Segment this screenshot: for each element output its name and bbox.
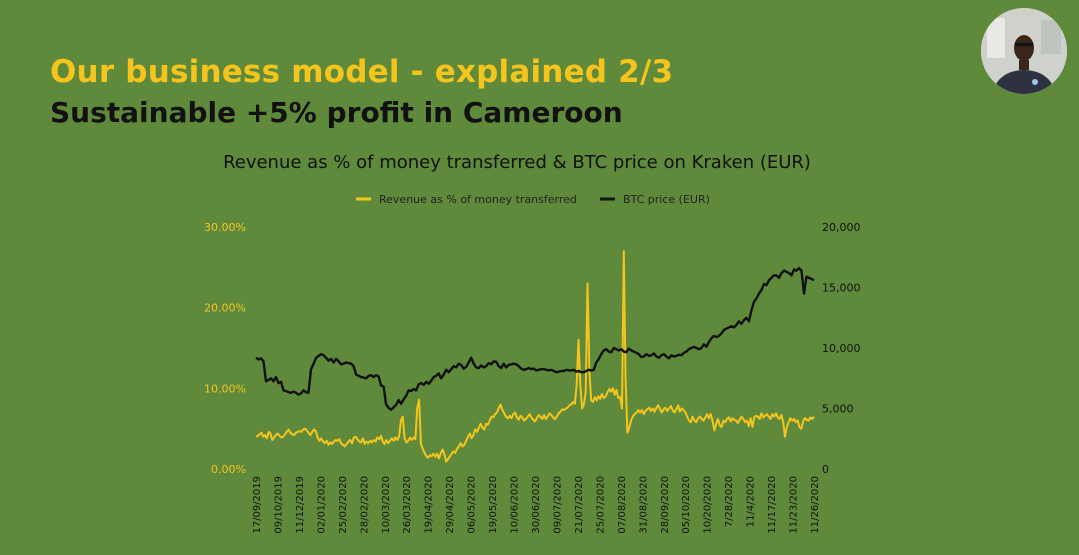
- x-axis-tick-label: 07/08/2020: [617, 476, 628, 534]
- x-axis-tick-label: 10/06/2020: [510, 476, 521, 534]
- x-axis-tick-label: 09/07/2020: [552, 476, 563, 534]
- presenter-webcam-icon: [981, 8, 1067, 94]
- x-axis-tick-label: 02/01/2020: [316, 476, 327, 534]
- x-axis-tick-label: 09/10/2019: [273, 476, 284, 534]
- right-axis-ticks: 0 5,000 10,000 15,000 20,000: [822, 221, 861, 476]
- x-axis-tick-label: 11/12/2019: [295, 476, 306, 534]
- x-axis-tick-label: 26/03/2020: [402, 476, 413, 534]
- slide-title: Our business model - explained 2/3: [50, 54, 674, 90]
- left-axis-tick-label: 30.00%: [204, 221, 246, 234]
- left-axis-tick-label: 0.00%: [211, 463, 246, 476]
- x-axis-tick-label: 17/09/2019: [252, 476, 263, 534]
- legend-label-btc: BTC price (EUR): [623, 193, 710, 206]
- right-axis-tick-label: 5,000: [822, 403, 854, 416]
- x-axis-tick-label: 21/07/2020: [574, 476, 585, 534]
- x-axis-tick-label: 25/02/2020: [338, 476, 349, 534]
- chart-title: Revenue as % of money transferred & BTC …: [223, 152, 811, 173]
- legend-label-revenue: Revenue as % of money transferred: [379, 193, 577, 206]
- chart-legend: Revenue as % of money transferred BTC pr…: [356, 193, 710, 206]
- right-axis-tick-label: 20,000: [822, 221, 861, 234]
- x-axis-tick-label: 28/02/2020: [359, 476, 370, 534]
- x-axis-tick-label: 19/04/2020: [424, 476, 435, 534]
- x-axis-tick-label: 06/05/2020: [467, 476, 478, 534]
- right-axis-tick-label: 0: [822, 463, 829, 476]
- series-line-btc-price: [255, 266, 815, 411]
- x-axis-tick-label: 10/20/2020: [703, 476, 714, 534]
- x-axis-tick-label: 05/10/2020: [681, 476, 692, 534]
- chart-series: [255, 250, 815, 463]
- x-axis-tick-label: 29/04/2020: [445, 476, 456, 534]
- x-axis-tick-label: 28/09/2020: [660, 476, 671, 534]
- x-axis-tick-label: 11/4/2020: [746, 476, 757, 527]
- right-axis-tick-label: 15,000: [822, 282, 861, 295]
- x-axis-tick-label: 30/06/2020: [531, 476, 542, 534]
- x-axis-tick-label: 11/17/2020: [767, 476, 778, 534]
- x-axis-tick-label: 19/05/2020: [488, 476, 499, 534]
- x-axis-tick-label: 31/08/2020: [638, 476, 649, 534]
- x-axis-ticks: 17/09/2019 09/10/2019 11/12/2019 02/01/2020…: [252, 476, 821, 534]
- slide-subtitle: Sustainable +5% profit in Cameroon: [50, 96, 623, 129]
- left-axis-tick-label: 20.00%: [204, 302, 246, 315]
- x-axis-tick-label: 10/03/2020: [381, 476, 392, 534]
- right-axis-tick-label: 10,000: [822, 342, 861, 355]
- series-line-revenue: [255, 250, 815, 463]
- x-axis-tick-label: 11/23/2020: [789, 476, 800, 534]
- x-axis-tick-label: 7/28/2020: [724, 476, 735, 527]
- left-axis-ticks: 0.00% 10.00% 20.00% 30.00%: [204, 221, 246, 476]
- left-axis-tick-label: 10.00%: [204, 382, 246, 395]
- x-axis-tick-label: 11/26/2020: [810, 476, 821, 534]
- x-axis-tick-label: 25/07/2020: [595, 476, 606, 534]
- presenter-silhouette-icon: [981, 8, 1067, 94]
